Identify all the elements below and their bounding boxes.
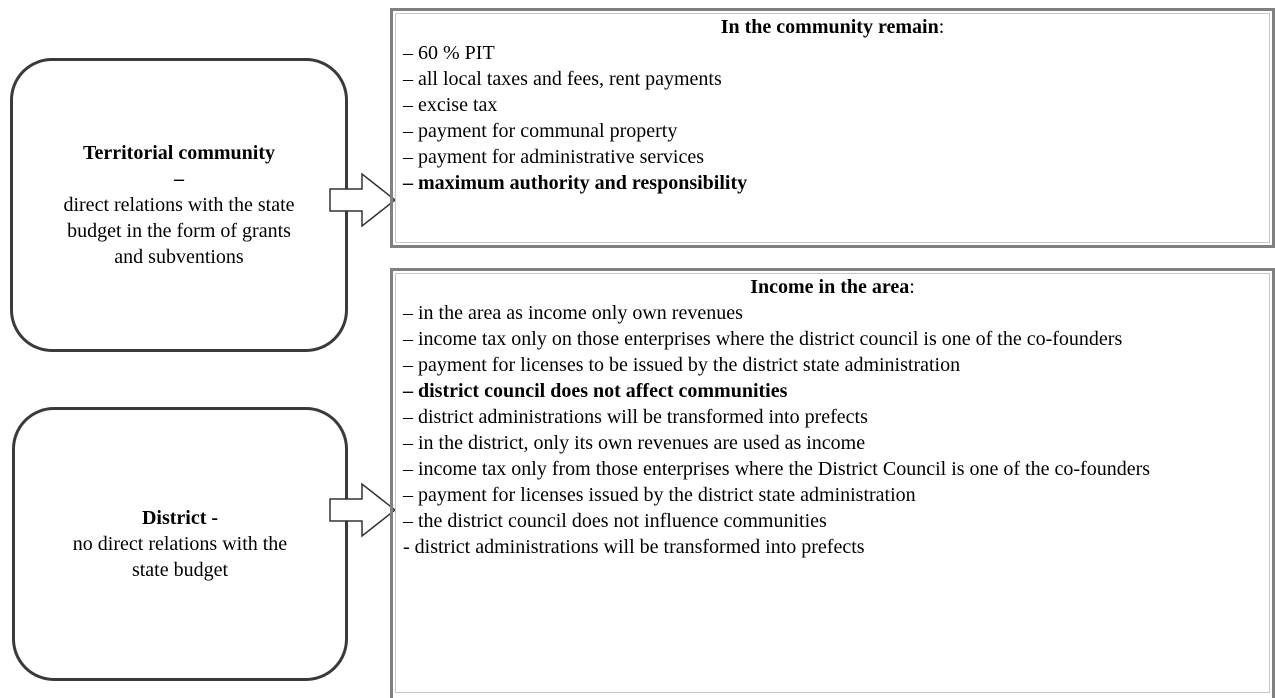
info-box: In the community remain: – 60 % PIT – all… — [390, 8, 1275, 248]
node-title: Territorial community – — [82, 142, 275, 190]
list-item: – payment for communal property — [403, 120, 678, 142]
node-title: District - — [141, 507, 219, 529]
list-item: – payment for administrative services — [403, 146, 705, 168]
list-item: – excise tax — [403, 94, 498, 116]
list-item: – 60 % PIT — [403, 42, 495, 64]
node-text: direct relations with the state budget i… — [63, 194, 295, 268]
list-item: – the district council does not influenc… — [403, 510, 827, 532]
arrow — [329, 482, 397, 538]
list-item: – income tax only on those enterprises w… — [403, 328, 1123, 350]
list-item: – payment for licenses issued by the dis… — [403, 484, 916, 506]
list-item: – in the district, only its own revenues… — [403, 432, 866, 454]
node-text: no direct relations with the state budge… — [72, 533, 288, 581]
heading-suffix: : — [938, 16, 945, 38]
node-box: District - no direct relations with the … — [12, 407, 348, 681]
list-item: – district administrations will be trans… — [403, 406, 868, 428]
list-item: – in the area as income only own revenue… — [403, 302, 743, 324]
list-item: – income tax only from those enterprises… — [403, 458, 1151, 480]
node-box: Territorial community – direct relations… — [10, 58, 348, 352]
heading-text: In the community remain — [720, 16, 939, 38]
arrow — [329, 172, 397, 228]
heading-suffix: : — [909, 276, 915, 298]
list-item: – payment for licenses to be issued by t… — [403, 354, 961, 376]
list-item: – maximum authority and responsibility — [403, 172, 748, 194]
list-item: – all local taxes and fees, rent payment… — [403, 68, 722, 90]
box-heading: Income in the area: — [403, 274, 1262, 300]
heading-text: Income in the area — [750, 276, 910, 298]
list-item: - district administrations will be trans… — [403, 536, 865, 558]
info-box: Income in the area: – in the area as inc… — [390, 268, 1275, 698]
box-heading: In the community remain: — [403, 14, 1262, 40]
list-item: – district council does not affect commu… — [403, 380, 788, 402]
